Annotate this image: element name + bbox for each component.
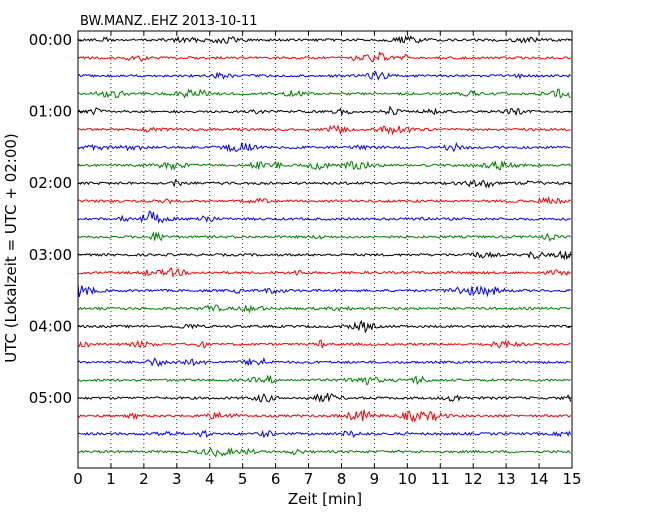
x-tick-label: 13 [497,470,516,488]
seismic-trace [77,446,571,458]
seismic-trace [77,178,571,189]
y-tick-label: 05:00 [29,389,72,407]
y-tick-label: 02:00 [29,174,72,192]
seismic-trace [77,210,571,225]
x-tick-label: 1 [106,470,116,488]
x-tick-label: 12 [464,470,483,488]
y-tick-label: 03:00 [29,246,72,264]
seismic-trace [77,231,572,242]
x-tick-label: 2 [139,470,149,488]
seismic-trace [77,356,571,368]
x-tick-label: 3 [172,470,182,488]
seismic-trace [77,195,571,205]
y-tick-label: 00:00 [29,31,72,49]
x-tick-label: 0 [73,470,83,488]
seismic-traces [77,34,572,458]
chart-title: BW.MANZ..EHZ 2013-10-11 [80,14,258,29]
seismic-trace [77,124,571,136]
seismic-trace [77,50,572,63]
seismic-trace [77,339,571,349]
plot-frame [77,30,573,469]
x-tick-label: 8 [337,470,347,488]
x-tick-label: 10 [398,470,417,488]
seismic-trace [77,304,571,314]
seismic-trace [77,392,572,403]
x-tick-label: 5 [238,470,248,488]
y-axis: 00:00 01:00 02:00 03:00 04:00 05:00 [29,31,572,407]
seismic-trace [77,374,572,386]
seismic-trace [77,34,571,45]
seismic-trace [77,319,572,334]
seismic-trace [77,284,572,298]
seismic-trace [77,141,571,153]
seismic-trace [77,409,572,423]
y-axis-title: UTC (Lokalzeit = UTC + 02:00) [2,133,20,363]
seismic-trace [77,250,572,261]
x-tick-label: 9 [370,470,380,488]
x-tick-label: 14 [530,470,549,488]
grid-lines [110,31,540,468]
seismic-trace [77,429,572,439]
seismic-trace [77,88,571,99]
y-tick-label: 01:00 [29,103,72,121]
x-tick-label: 6 [271,470,281,488]
seismic-trace [77,105,571,116]
seismic-trace [77,160,572,171]
x-axis: 0 1 2 3 4 5 6 7 8 9 10 11 12 13 14 15 [73,31,582,488]
x-tick-label: 7 [304,470,314,488]
y-tick-label: 04:00 [29,317,72,335]
x-tick-label: 15 [562,470,581,488]
x-axis-title: Zeit [min] [288,490,362,508]
x-tick-label: 4 [205,470,215,488]
x-tick-label: 11 [431,470,450,488]
seismic-trace [77,70,572,81]
seismic-trace [77,267,572,278]
